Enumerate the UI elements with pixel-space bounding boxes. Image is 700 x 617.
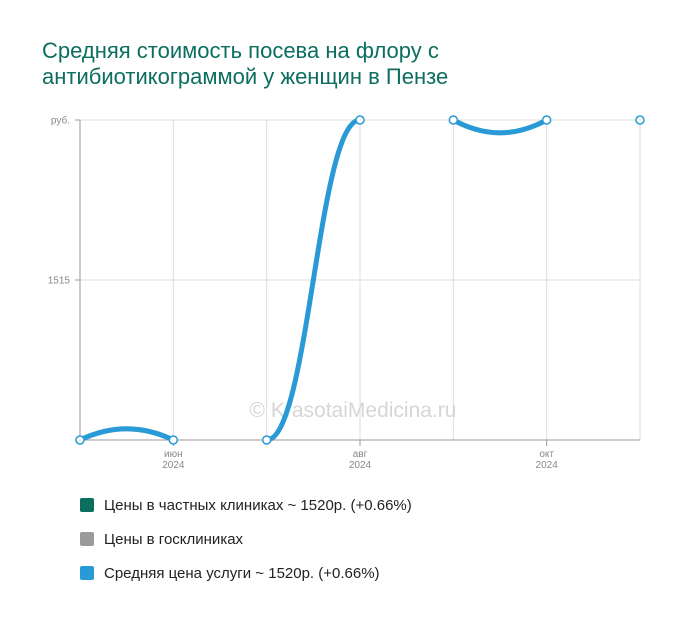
data-point-marker[interactable]: [448, 115, 459, 125]
data-point-marker[interactable]: [355, 115, 365, 125]
data-point-marker[interactable]: [541, 115, 552, 125]
data-point-marker[interactable]: [635, 115, 645, 125]
grid: [79, 119, 641, 441]
x-tick-label: авг: [353, 449, 368, 460]
series-markers: [75, 115, 645, 445]
legend-swatch: [80, 566, 94, 580]
legend-label: Средняя цена услуги ~ 1520р. (+0.66%): [104, 564, 380, 582]
series-lines: [77, 117, 550, 443]
y-tick-label: руб.: [51, 115, 70, 127]
legend: Цены в частных клиниках ~ 1520р. (+0.66%…: [80, 488, 412, 590]
series-line-segment: [77, 426, 176, 443]
legend-label: Цены в госклиниках: [104, 530, 244, 548]
chart-title-line-2: антибиотикограммой у женщин в Пензе: [42, 64, 449, 89]
chart-title: Средняя стоимость посева на флору с анти…: [42, 38, 662, 90]
legend-item[interactable]: Средняя цена услуги ~ 1520р. (+0.66%): [80, 556, 412, 590]
data-point-marker[interactable]: [261, 435, 272, 445]
legend-item[interactable]: Цены в частных клиниках ~ 1520р. (+0.66%…: [80, 488, 412, 522]
y-axis-ticks: 1515 руб.: [48, 115, 80, 441]
data-point-marker[interactable]: [168, 435, 179, 445]
y-tick-label: 1515: [48, 276, 71, 287]
series-line-segment: [264, 117, 363, 443]
x-tick-sublabel: 2024: [536, 460, 559, 471]
series-line-segment: [450, 117, 550, 136]
chart-title-line-1: Средняя стоимость посева на флору с: [42, 38, 439, 63]
x-tick-sublabel: 2024: [162, 460, 185, 471]
x-tick-label: окт: [539, 449, 554, 460]
legend-swatch: [80, 498, 94, 512]
x-tick-sublabel: 2024: [349, 460, 372, 471]
data-point-marker[interactable]: [75, 435, 85, 445]
x-tick-label: июн: [164, 449, 183, 460]
legend-label: Цены в частных клиниках ~ 1520р. (+0.66%…: [104, 496, 412, 514]
watermark: © KrasotaiMedicina.ru: [250, 399, 457, 422]
legend-item[interactable]: Цены в госклиниках: [80, 522, 412, 556]
legend-swatch: [80, 532, 94, 546]
